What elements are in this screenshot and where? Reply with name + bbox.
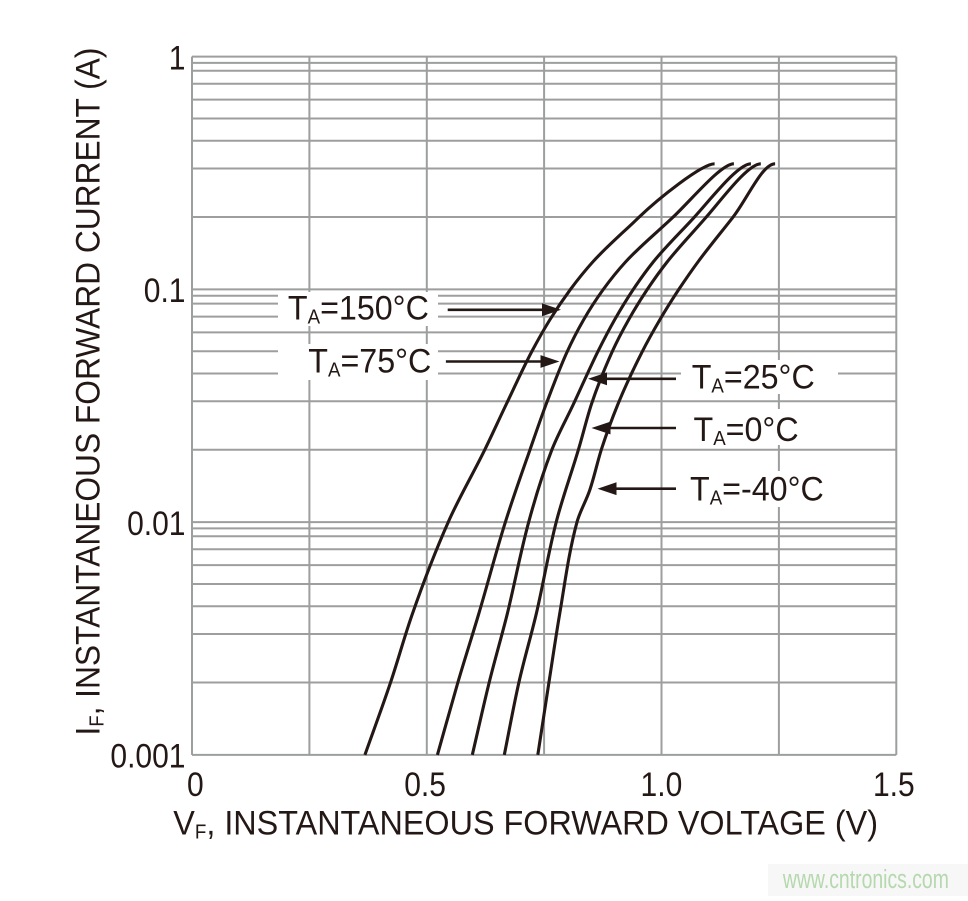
svg-text:1: 1 [169, 38, 186, 76]
svg-text:VF, INSTANTANEOUS FORWARD VOLT: VF, INSTANTANEOUS FORWARD VOLTAGE (V) [173, 804, 878, 843]
svg-text:0.01: 0.01 [127, 504, 185, 542]
svg-text:TA=0°C: TA=0°C [694, 411, 799, 450]
svg-text:IF, INSTANTANEOUS FORWARD CURR: IF, INSTANTANEOUS FORWARD CURRENT (A) [69, 48, 108, 736]
svg-text:TA=75°C: TA=75°C [308, 343, 431, 382]
svg-text:0.1: 0.1 [144, 271, 186, 309]
svg-text:0.001: 0.001 [110, 737, 185, 775]
svg-text:1.5: 1.5 [873, 765, 915, 803]
svg-text:www.cntronics.com: www.cntronics.com [782, 866, 949, 894]
svg-text:0: 0 [187, 765, 204, 803]
svg-text:1.0: 1.0 [641, 765, 683, 803]
svg-text:TA=-40°C: TA=-40°C [690, 471, 824, 510]
svg-text:TA=25°C: TA=25°C [692, 359, 815, 398]
svg-text:0.5: 0.5 [404, 765, 446, 803]
